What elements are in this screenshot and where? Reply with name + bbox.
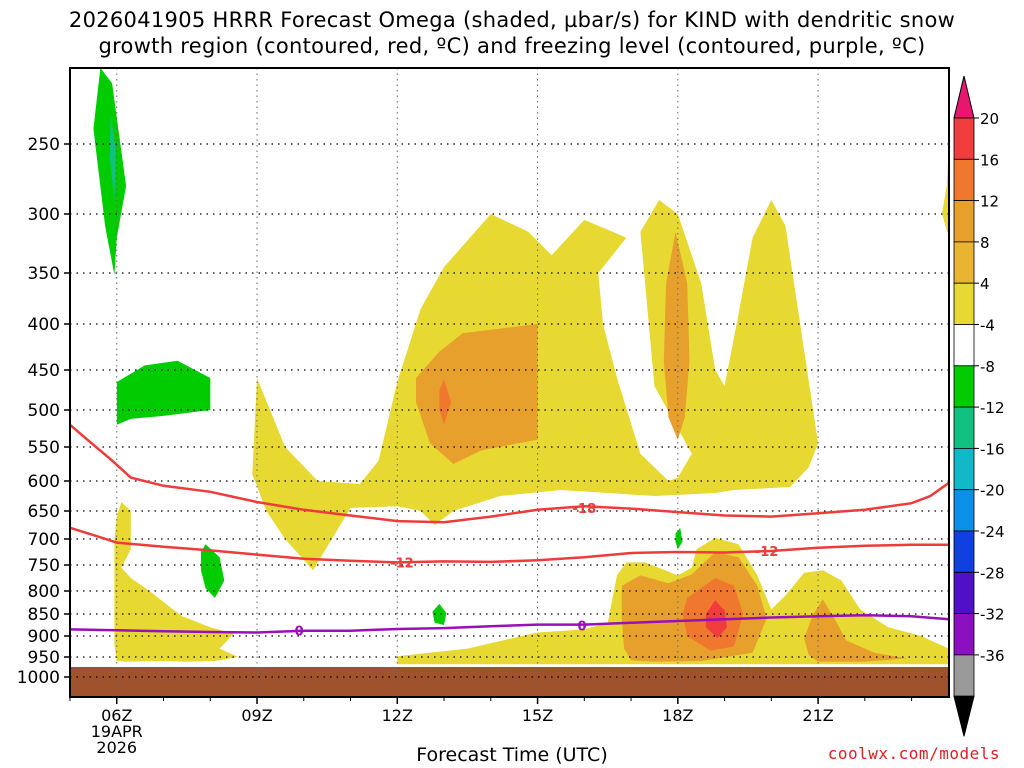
- contour-label--12: -12: [390, 556, 414, 571]
- colorbar-label-0: 20: [980, 110, 999, 128]
- contour-layer: -18 -12 -12 0 0: [70, 423, 949, 640]
- y-tick-label-400: 400: [28, 315, 60, 335]
- colorbar-segment-11: [953, 571, 975, 614]
- y-tick-label-300: 300: [28, 205, 60, 225]
- y-tick-label-800: 800: [28, 582, 60, 602]
- y-tick-label-550: 550: [28, 438, 60, 458]
- x-tick-label-18Z: 18Z: [662, 706, 693, 725]
- colorbar-segment-10: [953, 530, 975, 573]
- omega-region-3: [200, 544, 225, 598]
- colorbar-label-11: -28: [980, 564, 1005, 582]
- contour-0: [70, 614, 949, 634]
- y-tick-label-650: 650: [28, 502, 60, 522]
- colorbar-segment-2: [953, 200, 975, 243]
- chart-title-line2: growth region (contoured, red, ºC) and f…: [98, 34, 926, 58]
- colorbar-segment-9: [953, 489, 975, 532]
- omega-region-0: [93, 68, 127, 275]
- colorbar-label-5: -4: [980, 317, 995, 335]
- colorbar-segment-1: [953, 158, 975, 202]
- y-tick-label-250: 250: [28, 135, 60, 155]
- x-tick-label-21Z: 21Z: [802, 706, 833, 725]
- y-tick-label-600: 600: [28, 472, 60, 492]
- omega-region-2: [116, 360, 211, 425]
- colorbar-segment-8: [953, 447, 975, 491]
- colorbar-segment-0: [953, 117, 975, 160]
- colorbar-segment-5: [953, 324, 975, 367]
- contour-label-0: 0: [295, 625, 304, 640]
- omega-region-8: [114, 502, 239, 662]
- plot-frame: [69, 67, 950, 698]
- colorbar-label-10: -24: [980, 523, 1005, 541]
- omega-region-11: [663, 231, 690, 440]
- colorbar-label-12: -32: [980, 606, 1005, 624]
- credit-text: coolwx.com/models: [827, 744, 1000, 763]
- contour--18: [70, 423, 949, 524]
- y-tick-label-850: 850: [28, 605, 60, 625]
- colorbar-segment-4: [953, 282, 975, 325]
- omega-region-5: [675, 527, 683, 550]
- chart-title-line1: 2026041905 HRRR Forecast Omega (shaded, …: [68, 8, 956, 32]
- colorbar-label-6: -8: [980, 358, 995, 376]
- colorbar-label-9: -20: [980, 482, 1005, 500]
- y-tick-label-500: 500: [28, 401, 60, 421]
- contour-label-0-b: 0: [577, 619, 586, 634]
- colorbar-segment-13: [953, 654, 975, 697]
- y-tick-label-350: 350: [28, 264, 60, 284]
- x-tick-label-06Z: 06Z: [101, 706, 132, 725]
- x-tick-label-09Z: 09Z: [241, 706, 272, 725]
- ground-surface: [70, 667, 949, 697]
- ground-layer: [70, 667, 949, 697]
- omega-shading-layer: [93, 68, 949, 665]
- colorbar-segment-6: [953, 365, 975, 408]
- contour--12: [70, 526, 949, 564]
- colorbar-segment-7: [953, 406, 975, 449]
- colorbar-label-1: 16: [980, 151, 999, 169]
- omega-region-4: [432, 603, 447, 625]
- colorbar-label-2: 12: [980, 193, 999, 211]
- colorbar: 20 16 12 8 4 -4 -8 -12 -16 -20 -24 -28 -32 -36: [953, 75, 1005, 737]
- omega-region-7: [942, 144, 949, 238]
- colorbar-label-13: -36: [980, 647, 1005, 665]
- colorbar-label-4: 4: [980, 275, 990, 293]
- y-tick-label-1000: 1000: [17, 668, 60, 688]
- y-tick-label-900: 900: [28, 627, 60, 647]
- colorbar-segment-3: [953, 241, 975, 284]
- x-tick-label-15Z: 15Z: [522, 706, 553, 725]
- grid-layer: [70, 68, 949, 697]
- colorbar-label-7: -12: [980, 399, 1005, 417]
- x-axis-title: Forecast Time (UTC): [416, 744, 608, 766]
- y-axis: 2503003504004505005506006507007508008509…: [17, 135, 70, 688]
- x-tick-date: 19APR: [91, 722, 143, 741]
- colorbar-bottom-arrow: [953, 695, 975, 737]
- x-tick-year: 2026: [96, 738, 137, 757]
- colorbar-label-3: 8: [980, 234, 990, 252]
- y-tick-label-750: 750: [28, 556, 60, 576]
- y-tick-label-450: 450: [28, 361, 60, 381]
- plot-border: [69, 67, 950, 698]
- colorbar-top-arrow: [953, 75, 975, 119]
- colorbar-segment-12: [953, 613, 975, 656]
- y-tick-label-950: 950: [28, 648, 60, 668]
- omega-region-10: [416, 324, 538, 464]
- contour-label--12-b: -12: [755, 545, 779, 560]
- y-tick-label-700: 700: [28, 530, 60, 550]
- omega-region-15: [439, 379, 452, 425]
- omega-region-1: [109, 113, 116, 200]
- colorbar-label-8: -16: [980, 440, 1005, 458]
- x-tick-label-12Z: 12Z: [382, 706, 413, 725]
- contour-label--18: -18: [573, 502, 597, 517]
